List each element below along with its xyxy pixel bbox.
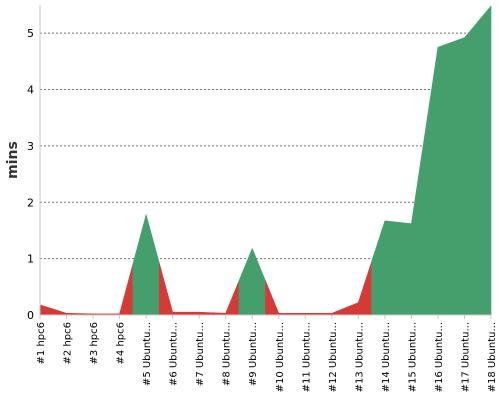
area-segment-10-left (265, 280, 280, 316)
area-segment-15-left (397, 221, 412, 316)
x-tick-label: #1 hpc6 (36, 322, 47, 364)
area-segment-14-left (371, 220, 386, 316)
x-tick-label: #4 hpc6 (116, 322, 127, 364)
x-tick-label: #11 Ubuntu... (301, 322, 312, 392)
y-tick-label: 2 (27, 196, 34, 209)
y-tick-label: 0 (27, 309, 34, 322)
y-tick-label: 5 (27, 27, 34, 40)
area-segment-9-right (251, 248, 266, 316)
x-tick-label: #14 Ubuntu... (381, 322, 392, 392)
area-segment-16-left (424, 47, 439, 316)
y-tick-label: 3 (27, 140, 34, 153)
area-segment-16-right (437, 42, 452, 316)
x-tick-label: #12 Ubuntu... (328, 322, 339, 392)
x-tick-label: #16 Ubuntu... (434, 322, 445, 392)
area-segment-17-right (464, 21, 479, 316)
y-tick-labels: 0 1 2 3 4 5 (27, 27, 34, 322)
x-tick-label: #15 Ubuntu... (407, 322, 418, 392)
x-tick-label: #6 Ubuntu... (169, 322, 180, 386)
y-tick-label: 4 (27, 84, 34, 97)
x-tick-label: #13 Ubuntu... (354, 322, 365, 392)
area-segment-2-left (52, 308, 67, 316)
x-tick-label: #10 Ubuntu... (275, 322, 286, 392)
x-tick-label: #2 hpc6 (63, 322, 74, 364)
area-segment-18-left (477, 5, 492, 316)
area-segment-1-right (39, 304, 54, 316)
area-segment-13-left (344, 302, 359, 316)
area-series (39, 5, 492, 316)
area-segment-5-left (132, 214, 147, 316)
area-segment-5-right (145, 214, 160, 316)
x-tick-label: #18 Ubuntu... (487, 322, 498, 392)
area-segment-12-right (331, 307, 346, 316)
area-segment-14-right (384, 220, 399, 316)
area-segment-15-right (411, 135, 425, 316)
x-tick-label: #7 Ubuntu... (195, 322, 206, 386)
x-tick-label: #3 hpc6 (89, 322, 100, 364)
area-segment-8-right (225, 280, 240, 316)
x-tick-label: #8 Ubuntu... (222, 322, 233, 386)
area-segment-4-right (119, 264, 134, 316)
x-tick-label: #17 Ubuntu... (460, 322, 471, 392)
x-tick-labels: #1 hpc6 #2 hpc6 #3 hpc6 #4 hpc6 #5 Ubuntu...… (36, 315, 498, 392)
x-tick-label: #9 Ubuntu... (248, 322, 259, 386)
grid-lines (40, 32, 491, 260)
area-segment-17-left (450, 37, 465, 316)
y-axis-title: mins (5, 141, 21, 179)
area-segment-6-left (159, 263, 173, 316)
y-tick-label: 1 (27, 253, 34, 266)
area-segment-13-right (358, 261, 372, 316)
x-tick-label: #5 Ubuntu... (142, 322, 153, 386)
